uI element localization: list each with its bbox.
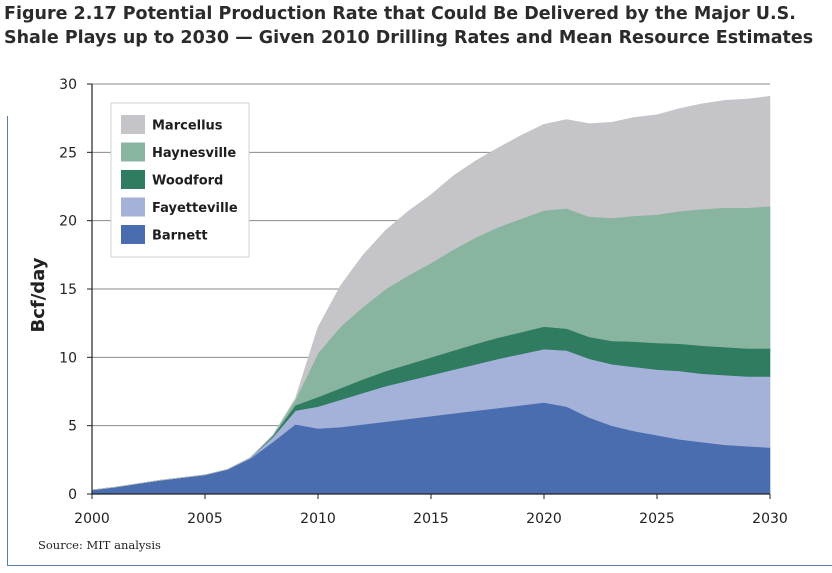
figure-title: Figure 2.17 Potential Production Rate tha…: [4, 2, 828, 50]
axes: [87, 83, 771, 499]
legend-swatch-barnett: [121, 225, 145, 244]
x-tick-label-2010: 2010: [300, 511, 336, 527]
x-tick-label-2030: 2030: [752, 511, 788, 527]
legend: Marcellus Haynesville Woodford Fayetteville…: [110, 102, 250, 258]
y-tick-label-5: 5: [68, 419, 77, 435]
legend-swatch-marcellus: [121, 115, 145, 134]
legend-label-fayetteville: Fayetteville: [152, 201, 238, 216]
legend-label-barnett: Barnett: [152, 229, 208, 244]
x-tick-labels: 2000 2005 2010 2015 2020 2025 2030: [74, 511, 788, 527]
legend-label-haynesville: Haynesville: [152, 146, 236, 161]
y-tick-label-30: 30: [59, 77, 77, 93]
legend-swatch-woodford: [121, 170, 145, 189]
y-tick-label-0: 0: [68, 487, 77, 503]
frame-left-rule: [7, 116, 8, 566]
legend-label-woodford: Woodford: [152, 174, 223, 189]
x-tick-label-2000: 2000: [74, 511, 110, 527]
x-tick-label-2020: 2020: [526, 511, 562, 527]
y-axis-title: Bcf/day: [28, 257, 49, 332]
figure-number: Figure 2.17: [4, 4, 117, 24]
frame-bottom-rule: [7, 565, 832, 566]
x-tick-label-2025: 2025: [639, 511, 675, 527]
figure-title-text: Potential Production Rate that Could Be …: [4, 4, 814, 48]
x-tick-label-2005: 2005: [187, 511, 223, 527]
legend-label-marcellus: Marcellus: [152, 119, 223, 134]
area-marcellus: [91, 95, 771, 491]
area-series: [91, 95, 771, 495]
x-tick-label-2015: 2015: [413, 511, 449, 527]
source-note: Source: MIT analysis: [38, 538, 161, 552]
y-tick-labels: 0 5 10 15 20 25 30: [59, 77, 77, 503]
y-tick-label-10: 10: [59, 350, 77, 366]
y-tick-label-25: 25: [59, 145, 77, 161]
legend-swatch-haynesville: [121, 142, 145, 162]
y-tick-label-20: 20: [59, 214, 77, 230]
y-tick-label-15: 15: [59, 282, 77, 298]
legend-swatch-fayetteville: [121, 197, 145, 217]
